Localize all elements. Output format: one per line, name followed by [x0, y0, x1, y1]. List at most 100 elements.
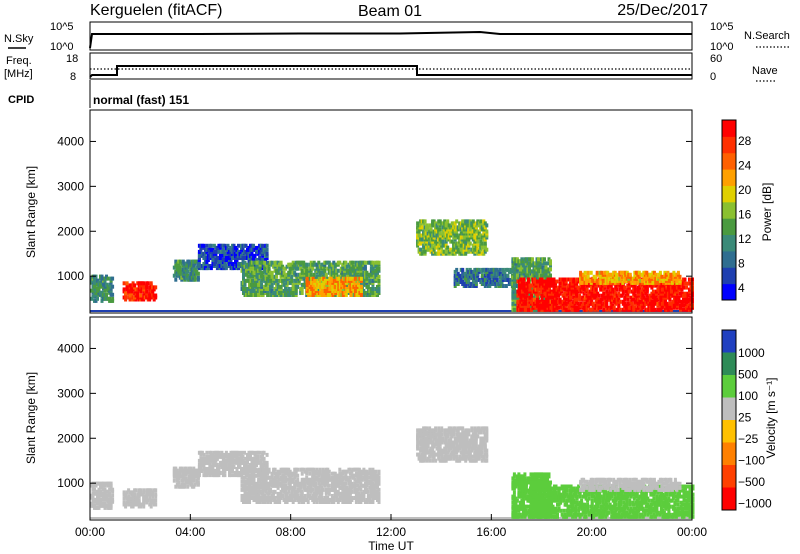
data-cell: [552, 277, 556, 282]
data-cell: [626, 297, 630, 302]
data-cell: [237, 450, 240, 455]
data-cell: [536, 297, 539, 302]
data-cell: [344, 276, 348, 281]
data-cell: [587, 291, 591, 296]
colorbar-tick-label: 12: [738, 232, 752, 246]
nsearch-label: N.Search: [744, 30, 790, 42]
data-cell: [232, 473, 236, 478]
nsky-series-line: [89, 30, 692, 49]
data-cell: [256, 454, 260, 459]
data-cell: [224, 458, 228, 463]
data-cell: [462, 247, 466, 252]
data-cell: [252, 289, 256, 293]
data-cell: [209, 243, 213, 248]
data-cell: [285, 289, 289, 293]
data-cell: [246, 274, 250, 279]
data-cell: [177, 476, 181, 481]
data-cell: [149, 488, 153, 493]
data-cell: [105, 481, 108, 486]
data-cell: [338, 287, 342, 291]
data-cell: [359, 278, 363, 283]
data-cell: [223, 473, 227, 478]
data-cell: [465, 245, 469, 250]
nsearch-tick-bottom: 10^0: [710, 41, 734, 53]
data-cell: [363, 260, 367, 265]
data-cell: [106, 276, 110, 281]
data-cell: [311, 276, 315, 281]
data-cell: [197, 256, 201, 260]
data-cell: [202, 463, 206, 467]
data-cell: [285, 494, 289, 498]
data-cell: [328, 287, 332, 291]
data-cell: [677, 299, 681, 304]
data-cell: [174, 277, 178, 282]
data-cell: [633, 285, 637, 290]
data-cell: [229, 245, 233, 250]
date-title: 25/Dec/2017: [617, 2, 708, 19]
data-cell: [96, 278, 99, 283]
power-colorbar-label: Power [dB]: [760, 183, 774, 242]
data-cell: [444, 239, 448, 244]
data-cell: [238, 256, 242, 260]
data-cell: [371, 287, 375, 291]
data-cell: [626, 291, 630, 296]
data-cell: [262, 450, 266, 455]
data-cell: [623, 285, 627, 290]
data-cell: [202, 452, 206, 457]
data-cell: [683, 281, 687, 286]
data-cell: [177, 480, 181, 485]
data-cell: [549, 273, 552, 278]
data-cell: [455, 267, 459, 272]
data-cell: [660, 274, 664, 279]
data-cell: [255, 245, 258, 250]
data-cell: [438, 231, 442, 236]
data-cell: [154, 492, 158, 497]
data-cell: [139, 293, 143, 298]
data-cell: [341, 280, 345, 285]
data-cell: [349, 293, 353, 297]
data-cell: [202, 243, 206, 248]
data-cell: [605, 299, 609, 304]
data-cell: [501, 275, 505, 280]
data-cell: [519, 277, 523, 282]
data-cell: [477, 267, 481, 272]
data-cell: [220, 450, 224, 455]
data-cell: [586, 270, 590, 275]
data-cell: [627, 281, 631, 286]
data-cell: [465, 278, 469, 282]
data-cell: [273, 489, 277, 494]
data-cell: [151, 490, 155, 495]
data-cell: [441, 229, 445, 234]
data-cell: [498, 267, 502, 272]
data-cell: [549, 267, 552, 272]
data-cell: [591, 278, 595, 283]
data-cell: [240, 494, 244, 498]
data-cell: [285, 293, 289, 297]
nsearch-tick-top: 10^5: [710, 21, 734, 33]
data-cell: [374, 293, 378, 297]
data-cell: [531, 257, 534, 262]
data-cell: [522, 277, 526, 282]
data-cell: [111, 493, 115, 498]
data-cell: [246, 287, 250, 291]
data-cell: [542, 289, 545, 294]
data-cell: [265, 256, 269, 260]
data-cell: [420, 239, 424, 244]
data-cell: [645, 299, 649, 304]
data-cell: [317, 260, 321, 265]
data-cell: [569, 277, 573, 282]
data-cell: [377, 260, 381, 265]
data-cell: [224, 450, 228, 455]
data-cell: [526, 273, 530, 278]
data-cell: [585, 283, 589, 288]
data-cell: [134, 287, 138, 292]
data-cell: [221, 247, 225, 252]
data-cell: [580, 280, 584, 285]
data-cell: [654, 291, 658, 296]
data-cell: [675, 291, 679, 296]
data-cell: [232, 243, 236, 248]
data-cell: [186, 269, 190, 274]
data-cell: [525, 295, 529, 300]
data-cell: [226, 243, 230, 248]
data-cell: [486, 267, 490, 272]
